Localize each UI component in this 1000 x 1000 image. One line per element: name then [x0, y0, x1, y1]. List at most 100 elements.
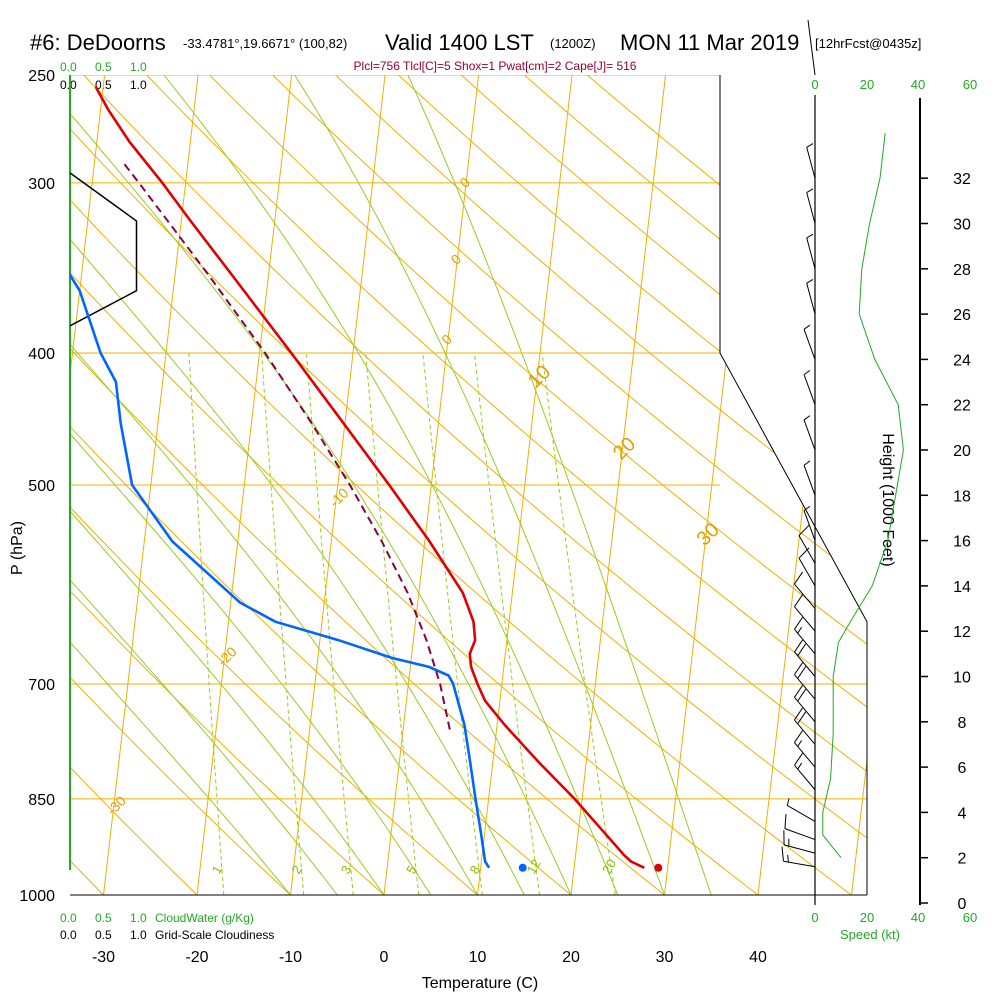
station-title: #6: DeDoorns: [30, 30, 166, 55]
valid-time: Valid 1400 LST: [385, 30, 534, 55]
dry-adiabat--10: [70, 75, 291, 895]
mixing-ratio-8: [422, 352, 483, 895]
cloud-scale-bottom-black-0: 0.0: [60, 928, 77, 942]
wind-barb-shaft-7: [794, 696, 816, 723]
wind-barb-21: [806, 233, 816, 269]
moist-adiabat-0: [70, 75, 385, 895]
dry-adiabat-90: [209, 75, 867, 895]
t-tick--20: -20: [185, 949, 208, 966]
wind-barb-shaft-4: [794, 764, 816, 791]
moist-adiabat--5: [70, 75, 338, 895]
cloud-scale-bottom-green-0: 0.0: [60, 911, 77, 925]
cloudiness-label: Grid-Scale Cloudiness: [155, 928, 274, 942]
dry-adiabat-110: [335, 75, 867, 895]
wind-barb-half-0: [787, 854, 789, 863]
wind-barb-half-17: [803, 415, 811, 421]
height-tick-26: 26: [953, 307, 971, 324]
wind-barb-shaft-0: [783, 860, 816, 868]
wind-barb-17: [803, 415, 816, 451]
isotherm-50: [851, 75, 867, 895]
wind-barb-13: [798, 547, 816, 587]
height-tick-30: 30: [953, 217, 971, 234]
utc-time: (1200Z): [550, 36, 596, 51]
wind-barb-feather-10-0: [794, 616, 803, 630]
forecast-info: [12hrFcst@0435z]: [815, 36, 921, 51]
isotherm--20: [196, 75, 293, 895]
cloud-scale-top-black-2: 1.0: [130, 78, 147, 92]
speed-top-60: 60: [963, 77, 977, 92]
dry-adiabat-100: [272, 75, 867, 895]
mixing-ratio-label-12: 12: [524, 857, 544, 877]
wind-barb-feather-0-0: [781, 846, 784, 862]
pressure-axis: 250 300 400 500 700 850 1000: [19, 68, 55, 905]
mixing-ratio-label-3: 3: [338, 863, 355, 877]
wind-barb-22: [806, 188, 816, 224]
height-tick-18: 18: [953, 488, 971, 505]
dry-adiabat--20: [70, 75, 198, 895]
wind-barb-half-5: [797, 740, 803, 747]
wind-barb-4: [794, 752, 816, 791]
dry-adiabat-30: [70, 75, 665, 895]
p-tick-500: 500: [28, 478, 55, 495]
wind-speed-profile: [822, 132, 904, 859]
wind-barb-feather-8-0: [794, 662, 803, 675]
wind-barb-shaft-20: [806, 283, 816, 315]
t-tick--30: -30: [92, 949, 115, 966]
mixing-ratio-label-2: 2: [288, 863, 305, 877]
cloud-scale-top-green-2: 1.0: [130, 60, 147, 74]
wind-barb-feather-4-0: [794, 752, 803, 766]
wind-barb-feather-6-1: [797, 711, 807, 725]
wind-barb-shaft-8: [794, 674, 816, 700]
dry-adiabat-50: [70, 75, 852, 895]
dry-adiabat-80: [146, 75, 867, 895]
wind-barb-feather-7-1: [797, 688, 807, 702]
speed-top-40: 40: [911, 77, 925, 92]
dry-adiabat-70: [83, 75, 867, 895]
wind-barb-23: [806, 143, 816, 179]
moist-adiabat-25: [163, 75, 619, 895]
moist-adiabat-10: [70, 75, 478, 895]
isotherm-label-6: 10: [524, 361, 555, 392]
height-tick-16: 16: [953, 534, 971, 551]
wind-barb-half-18: [803, 369, 811, 376]
wind-barbs: [781, 143, 816, 868]
wind-barb-shaft-3: [787, 805, 816, 822]
wind-barb-shaft-11: [794, 606, 816, 632]
height-tick-32: 32: [953, 171, 971, 188]
sounding-series: [70, 86, 663, 872]
isotherm-60: [945, 75, 1000, 895]
isotherm-0: [383, 75, 480, 895]
cloud-scale-bottom-black-1: 0.5: [95, 928, 112, 942]
isotherm-label-1: -20: [214, 643, 240, 669]
wind-barb-feather-5-0: [794, 730, 803, 743]
wind-barb-shaft-1: [783, 844, 816, 854]
wind-barb-0: [781, 846, 816, 868]
isotherm-label-7: 20: [609, 433, 640, 464]
wind-barb-16: [803, 460, 816, 496]
plot-frame: [70, 75, 868, 896]
sounding-params: Plcl=756 Tlcl[C]=5 Shox=1 Pwat[cm]=2 Cap…: [354, 59, 637, 73]
wind-barb-shaft-21: [806, 237, 816, 269]
cloud-scale-top: 0.0 0.5 1.0 0.0 0.5 1.0: [60, 60, 147, 92]
isotherm-10: [477, 75, 573, 895]
forecast-date: MON 11 Mar 2019: [620, 30, 799, 55]
p-tick-250: 250: [28, 68, 55, 85]
wind-barb-shaft-18: [803, 374, 816, 405]
wind-barb-12: [794, 571, 816, 609]
wind-barb-feather-9-1: [797, 643, 807, 657]
wind-barb-feather-8-1: [797, 666, 807, 679]
height-tick-22: 22: [953, 398, 971, 415]
cloud-scale-bottom: 0.0 0.5 1.0 CloudWater (g/Kg) 0.0 0.5 1.…: [60, 911, 274, 942]
t-tick-20: 20: [562, 949, 580, 966]
cloud-scale-bottom-green-1: 0.5: [95, 911, 112, 925]
isotherm-label-2: -10: [326, 485, 352, 511]
wind-barb-15: [803, 505, 816, 541]
wind-barb-shaft-15: [803, 510, 816, 541]
wind-barb-6: [794, 707, 816, 745]
wind-barb-shaft-9: [794, 651, 816, 677]
wind-barb-feather-14-0: [798, 524, 810, 536]
moist-adiabat--10: [70, 75, 291, 895]
speed-bottom-40: 40: [911, 910, 925, 925]
surface-temperature: [654, 863, 663, 872]
